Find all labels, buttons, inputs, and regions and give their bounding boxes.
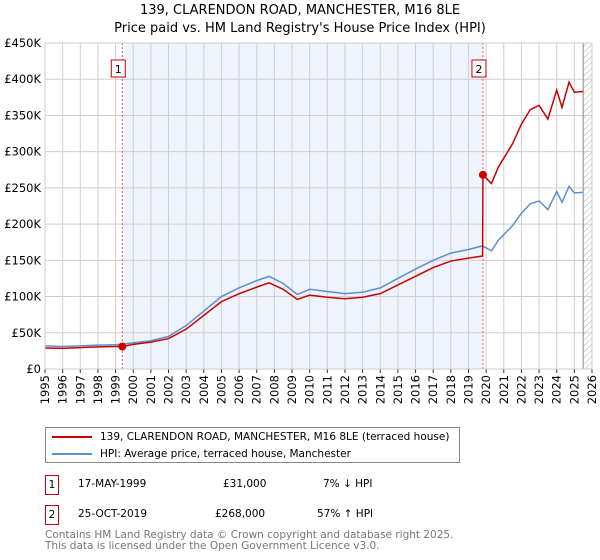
x-tick-label: 2022 xyxy=(514,375,528,404)
price-chart: 1995 1996 1997 1998 1999 2000 2001 2002 2003 2004… xyxy=(4,36,599,404)
y-tick-label: £350K xyxy=(4,108,41,122)
transaction-date: 17-MAY-1999 xyxy=(78,478,147,490)
footer: Contains HM Land Registry data © Crown c… xyxy=(45,530,453,552)
x-tick-label: 1996 xyxy=(56,375,70,404)
x-tick-label: 2012 xyxy=(338,375,352,404)
y-tick-label: £150K xyxy=(4,253,41,267)
sale-label: 1 xyxy=(115,63,122,76)
footer-line: This data is licensed under the Open Gov… xyxy=(45,540,380,552)
plot-frame xyxy=(44,42,593,370)
x-tick-label: 2013 xyxy=(356,375,370,404)
x-tick-label: 1998 xyxy=(91,375,105,404)
transaction-price: £31,000 xyxy=(223,478,267,490)
legend-label-property: 139, CLARENDON ROAD, MANCHESTER, M16 8LE… xyxy=(100,430,450,443)
series-line xyxy=(44,185,584,348)
title-line-2: Price paid vs. HM Land Registry's House … xyxy=(114,21,486,36)
x-tick-label: 2014 xyxy=(373,375,387,404)
legend-swatch-property xyxy=(52,435,92,438)
chart-title: 139, CLARENDON ROAD, MANCHESTER, M16 8LE… xyxy=(0,2,600,38)
x-tick-label: 2020 xyxy=(479,375,493,404)
x-tick-label: 2003 xyxy=(179,375,193,404)
shaded-period xyxy=(122,43,483,369)
sale-label-box xyxy=(471,59,487,78)
x-tick-label: 2000 xyxy=(126,375,140,404)
x-tick-label: 2008 xyxy=(267,375,281,404)
y-tick-label: £200K xyxy=(4,217,41,231)
title-line-1: 139, CLARENDON ROAD, MANCHESTER, M16 8LE xyxy=(139,3,461,18)
sale-label: 2 xyxy=(475,63,482,76)
series-line xyxy=(44,80,584,350)
sale-point xyxy=(118,342,127,351)
legend-label-hpi: HPI: Average price, terraced house, Manc… xyxy=(100,447,351,460)
legend: 139, CLARENDON ROAD, MANCHESTER, M16 8LE… xyxy=(45,427,460,463)
y-tick-label: £250K xyxy=(4,181,41,195)
x-tick-label: 2001 xyxy=(144,375,158,404)
y-tick-label: £100K xyxy=(4,290,41,304)
forecast-hatch xyxy=(583,43,592,369)
legend-swatch-hpi xyxy=(52,452,92,455)
footer-line: Contains HM Land Registry data © Crown c… xyxy=(45,529,454,541)
x-tick-label: 2015 xyxy=(391,375,405,404)
transaction-date: 25-OCT-2019 xyxy=(78,508,147,520)
y-tick-label: £450K xyxy=(4,36,41,50)
sale-label-box xyxy=(110,59,126,78)
x-tick-label: 2007 xyxy=(250,375,264,404)
x-tick-label: 1999 xyxy=(109,375,123,404)
y-tick-label: £0 xyxy=(26,362,41,376)
x-tick-label: 2011 xyxy=(320,375,334,404)
x-tick-label: 2019 xyxy=(461,375,475,404)
x-tick-label: 2004 xyxy=(197,375,211,404)
x-tick-label: 2026 xyxy=(585,375,599,404)
transaction-marker: 2 xyxy=(45,505,59,525)
x-tick-label: 2009 xyxy=(285,375,299,404)
x-tick-label: 2017 xyxy=(426,375,440,404)
y-tick-label: £400K xyxy=(4,72,41,86)
x-tick-label: 2010 xyxy=(303,375,317,404)
x-tick-label: 2002 xyxy=(162,375,176,404)
x-tick-label: 2025 xyxy=(567,375,581,404)
x-tick-label: 1995 xyxy=(38,375,52,404)
x-tick-label: 2021 xyxy=(497,375,511,404)
transaction-row: 1 17-MAY-1999 £31,000 7% ↓ HPI xyxy=(45,475,445,495)
x-tick-label: 1997 xyxy=(73,375,87,404)
y-tick-label: £50K xyxy=(12,326,42,340)
x-tick-label: 2024 xyxy=(550,375,564,404)
transaction-marker: 1 xyxy=(45,475,59,495)
transaction-hpi: 7% ↓ HPI xyxy=(323,478,373,490)
transaction-price: £268,000 xyxy=(215,508,266,520)
x-tick-label: 2006 xyxy=(232,375,246,404)
x-tick-label: 2018 xyxy=(444,375,458,404)
transaction-hpi: 57% ↑ HPI xyxy=(317,508,374,520)
x-tick-label: 2005 xyxy=(214,375,228,404)
sale-point xyxy=(478,170,487,179)
y-tick-label: £300K xyxy=(4,145,41,159)
x-tick-label: 2023 xyxy=(532,375,546,404)
transaction-row: 2 25-OCT-2019 £268,000 57% ↑ HPI xyxy=(45,505,445,525)
x-tick-label: 2016 xyxy=(409,375,423,404)
